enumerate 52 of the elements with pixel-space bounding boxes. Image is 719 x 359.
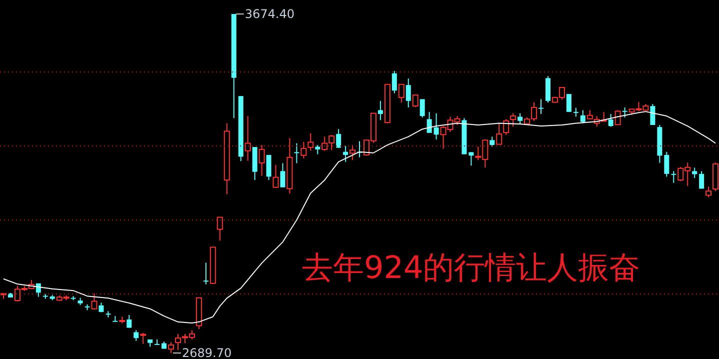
candlestick: [378, 100, 383, 121]
candlestick: [216, 216, 223, 242]
candlestick: [580, 110, 586, 124]
candlestick: [336, 128, 342, 149]
candlestick: [468, 152, 474, 166]
candlestick: [608, 113, 614, 128]
candlestick: [140, 332, 146, 344]
candlestick: [398, 84, 404, 104]
candlestick: [343, 145, 348, 162]
candlestick: [664, 151, 670, 178]
candlestick: [650, 103, 656, 126]
candlestick: [112, 316, 118, 322]
candlestick: [412, 94, 418, 108]
candlestick: [622, 106, 628, 118]
candlestick: [154, 338, 160, 345]
candlestick: [280, 162, 286, 188]
candlestick: [308, 132, 314, 152]
annotation: 2689.70: [182, 346, 232, 359]
candlestick: [496, 123, 502, 145]
candlestick: [244, 116, 251, 162]
candlestick: [545, 76, 550, 104]
candlestick: [294, 142, 300, 164]
candlestick: [699, 170, 704, 190]
candlestick: [434, 112, 439, 140]
candlestick: [350, 144, 356, 161]
candlestick: [671, 170, 676, 184]
candlestick: [98, 302, 104, 313]
candlestick: [614, 110, 621, 126]
candlestick: [566, 94, 572, 112]
candlestick: [392, 70, 397, 94]
candlestick: [203, 262, 208, 285]
annotation: 3674.40: [244, 7, 294, 21]
candlestick: [510, 112, 516, 128]
candlestick: [420, 98, 425, 118]
candlestick: [168, 342, 174, 354]
candlestick: [258, 144, 265, 176]
candlestick: [503, 118, 510, 136]
candlestick: [91, 292, 98, 310]
candlestick: [490, 136, 495, 148]
candlestick: [134, 330, 139, 342]
candlestick: [426, 111, 432, 134]
candlestick: [266, 154, 272, 181]
candlestick: [706, 186, 712, 198]
annotation: 去年924的行情让人振奋: [302, 249, 642, 288]
candlestick: [406, 78, 411, 108]
candlestick: [272, 164, 279, 188]
candlestick: [315, 144, 320, 155]
candlestick: [300, 141, 307, 159]
candlestick: [538, 98, 544, 114]
candlestick: [692, 167, 698, 179]
candlestick: [126, 314, 132, 328]
candlestick: [518, 112, 523, 125]
